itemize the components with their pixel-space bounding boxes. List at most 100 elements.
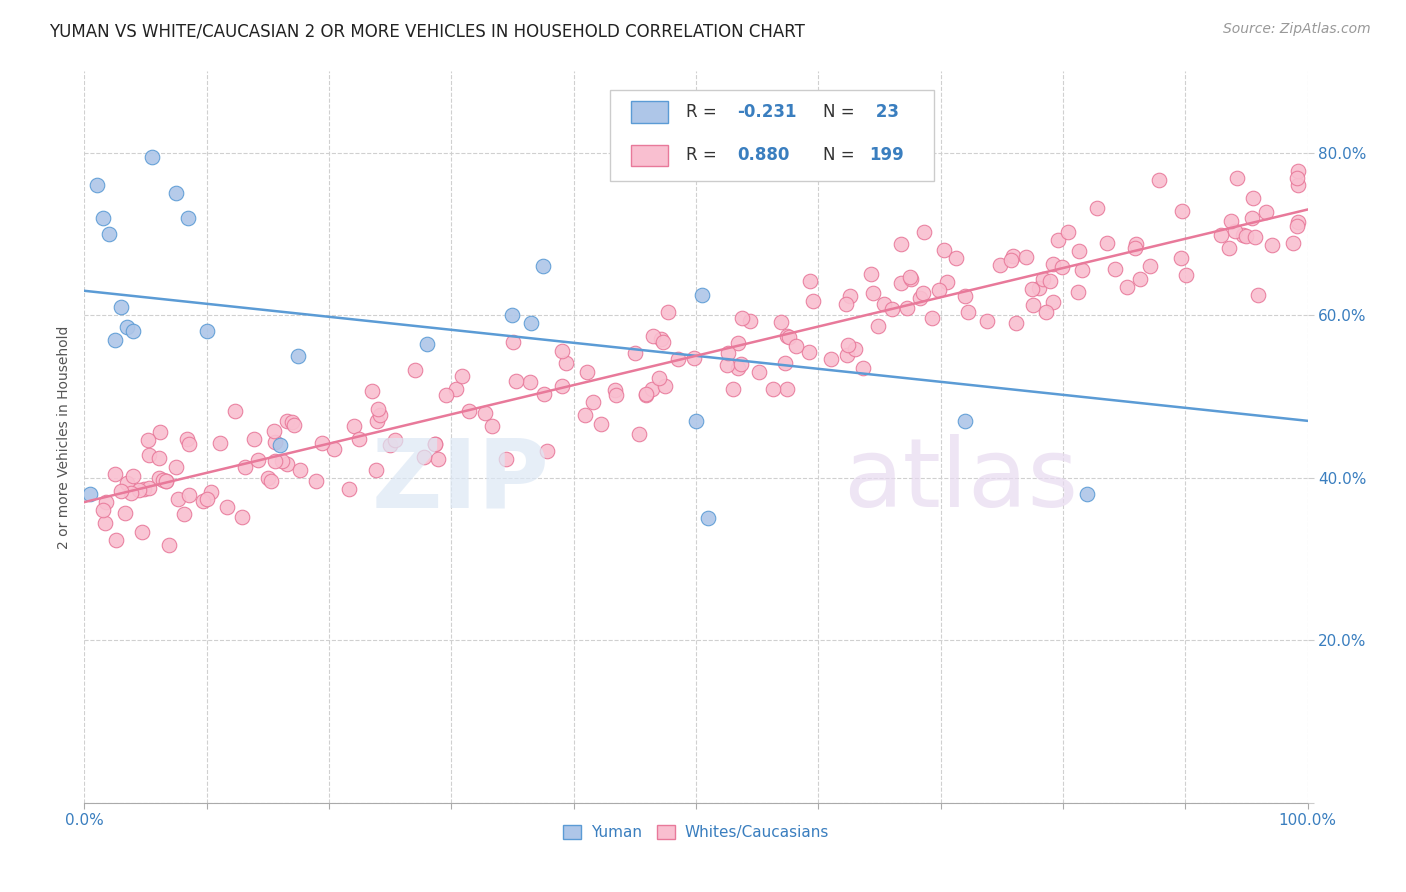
Point [862,285,884,300]
Point [122,325,145,339]
Point [1171,203,1194,218]
Point [343,418,366,433]
Point [605,387,627,401]
Point [668,352,690,367]
Point [1052,260,1074,274]
Point [97,227,120,241]
Point [200,484,222,499]
Point [1000,253,1022,268]
Point [727,361,749,376]
Point [405,362,427,376]
Point [450,369,472,384]
Point [956,305,979,319]
Point [738,314,761,328]
Point [721,382,744,396]
Point [976,314,998,328]
Point [425,437,447,451]
Point [434,388,457,402]
Point [1175,268,1198,282]
Point [166,491,188,506]
Point [1123,241,1146,255]
Point [1005,316,1028,330]
Point [215,500,238,514]
Text: Source: ZipAtlas.com: Source: ZipAtlas.com [1223,22,1371,37]
Point [1047,233,1070,247]
Point [155,474,177,488]
Point [898,270,921,285]
Point [650,332,672,346]
Point [797,345,820,359]
Point [844,343,866,357]
Point [148,471,170,485]
Point [115,475,138,490]
Point [361,384,384,399]
Point [91,211,114,225]
Point [574,408,596,422]
Point [177,488,200,502]
Point [1261,238,1284,252]
Point [935,275,957,289]
Point [1085,201,1108,215]
Point [287,349,309,363]
Point [104,467,127,481]
Point [121,468,143,483]
Point [276,414,298,428]
Point [1240,211,1263,225]
Point [1071,263,1094,277]
Point [837,338,859,352]
Point [1232,227,1254,242]
Point [93,502,115,516]
Point [890,237,912,252]
Point [1042,257,1064,271]
Point [79,487,101,501]
Point [890,276,912,290]
Point [657,304,679,318]
Point [785,339,807,353]
Point [520,316,543,330]
Point [1001,249,1024,263]
Point [231,510,253,524]
Point [1211,227,1233,242]
Point [636,387,658,401]
Point [1286,164,1309,178]
Point [366,414,388,428]
Point [177,211,200,225]
Point [1028,281,1050,295]
Point [1039,274,1062,288]
Point [932,243,955,257]
Point [247,452,270,467]
Point [623,345,645,359]
Point [110,300,132,314]
Point [276,457,298,471]
Point [1021,282,1043,296]
Point [928,283,950,297]
Point [281,415,304,429]
Point [1129,272,1152,286]
Point [860,267,883,281]
Point [866,319,889,334]
FancyBboxPatch shape [631,145,668,167]
Point [685,414,707,428]
Text: N =: N = [823,146,855,164]
Point [256,471,278,485]
Point [1234,228,1257,243]
Point [575,365,598,379]
Point [290,463,312,477]
Point [416,336,439,351]
Point [495,452,517,467]
Point [900,272,922,286]
Point [93,516,115,530]
Legend: Yuman, Whites/Caucasians: Yuman, Whites/Caucasians [557,819,835,847]
Point [384,433,406,447]
Point [896,301,918,315]
Point [852,361,875,376]
Point [550,379,572,393]
Point [748,365,770,379]
Point [114,506,136,520]
Point [1104,262,1126,277]
Point [1244,229,1267,244]
Point [242,432,264,446]
Point [769,315,792,329]
Point [502,335,524,350]
Point [775,356,797,370]
